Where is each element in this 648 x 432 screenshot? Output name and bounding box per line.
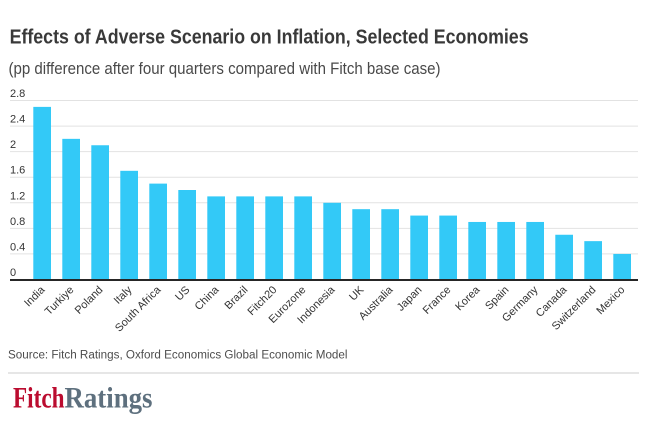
- svg-text:Effects of Adverse Scenario on: Effects of Adverse Scenario on Inflation…: [10, 27, 529, 49]
- svg-text:0: 0: [10, 267, 16, 279]
- svg-text:0.4: 0.4: [10, 241, 25, 253]
- svg-text:Source: Fitch Ratings, Oxford: Source: Fitch Ratings, Oxford Economics …: [8, 350, 348, 362]
- svg-text:1.2: 1.2: [10, 190, 25, 202]
- svg-text:2.8: 2.8: [10, 88, 25, 100]
- svg-text:(pp difference after four quar: (pp difference after four quarters compa…: [9, 60, 441, 78]
- svg-text:0.8: 0.8: [10, 216, 25, 228]
- svg-text:1.6: 1.6: [10, 165, 25, 177]
- svg-text:2: 2: [10, 139, 16, 151]
- svg-text:2.4: 2.4: [10, 114, 25, 126]
- svg-text:Ratings: Ratings: [65, 381, 153, 414]
- svg-text:Fitch: Fitch: [13, 381, 65, 414]
